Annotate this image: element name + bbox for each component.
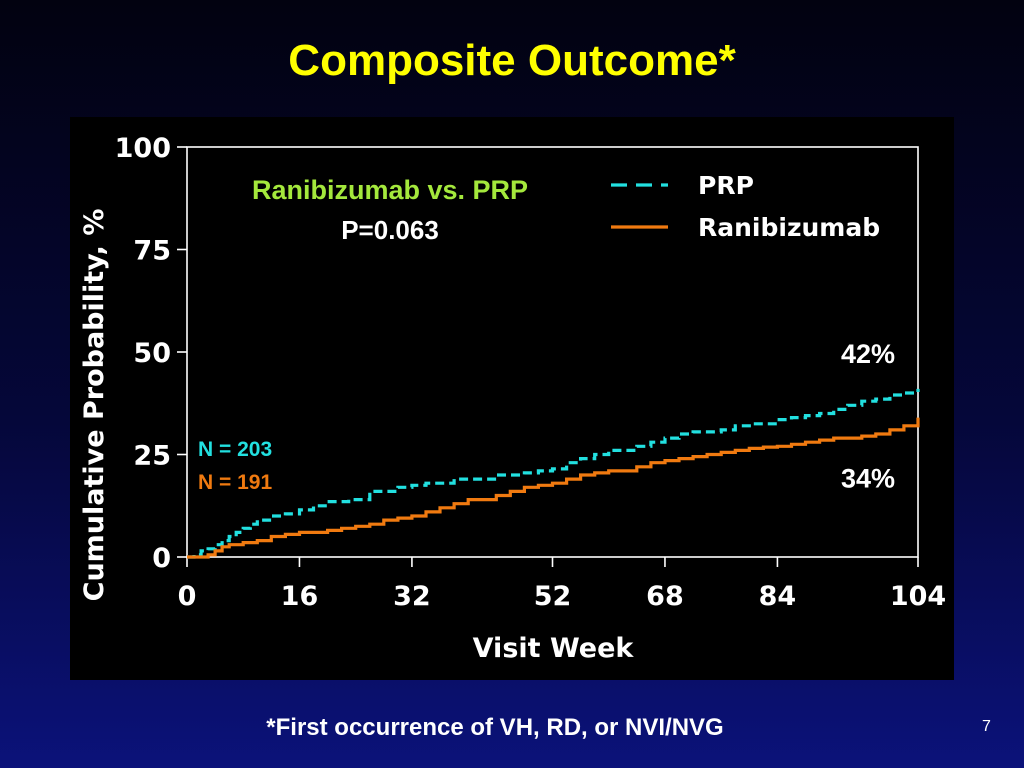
- legend-label: Ranibizumab: [698, 213, 880, 242]
- annotation-layer: 42% N = 203 34% N = 191: [198, 339, 895, 494]
- y-axis-label: Cumulative Probability, %: [79, 209, 110, 602]
- n-label: N = 203: [198, 438, 272, 461]
- slide-title: Composite Outcome*: [288, 36, 736, 85]
- x-tick-label: 16: [281, 581, 319, 612]
- x-tick-label: 104: [890, 581, 946, 612]
- y-tick-label: 75: [133, 236, 171, 267]
- page-number: 7: [982, 718, 991, 735]
- axes: 0 25 50 75 100 0 16 32 52 68 84 104: [115, 133, 947, 612]
- x-tick-label: 52: [534, 581, 572, 612]
- survival-chart: Cumulative Probability, % Visit Week Ran…: [79, 133, 947, 664]
- p-value-label: P=0.063: [341, 215, 439, 245]
- x-tick-label: 68: [646, 581, 684, 612]
- footnote: *First occurrence of VH, RD, or NVI/NVG: [266, 714, 724, 741]
- legend-label: PRP: [698, 171, 754, 200]
- y-tick-label: 0: [152, 543, 171, 574]
- n-label: N = 191: [198, 471, 272, 494]
- plot-frame: [186, 146, 919, 558]
- legend: PRP Ranibizumab: [611, 171, 880, 242]
- chart-panel: Cumulative Probability, % Visit Week Ran…: [70, 117, 954, 680]
- y-tick-label: 100: [115, 133, 171, 164]
- comparison-label: Ranibizumab vs. PRP: [252, 175, 528, 205]
- series-layer: [187, 388, 920, 559]
- end-value-label: 42%: [841, 339, 895, 369]
- y-tick-label: 50: [133, 338, 171, 369]
- x-tick-label: 84: [759, 581, 797, 612]
- x-tick-label: 0: [178, 581, 197, 612]
- series-line-ranibizumab: [187, 417, 920, 559]
- end-value-label: 34%: [841, 464, 895, 494]
- x-axis-label: Visit Week: [473, 633, 635, 664]
- series-line-prp: [187, 388, 920, 559]
- x-tick-label: 32: [393, 581, 431, 612]
- y-tick-label: 25: [133, 441, 171, 472]
